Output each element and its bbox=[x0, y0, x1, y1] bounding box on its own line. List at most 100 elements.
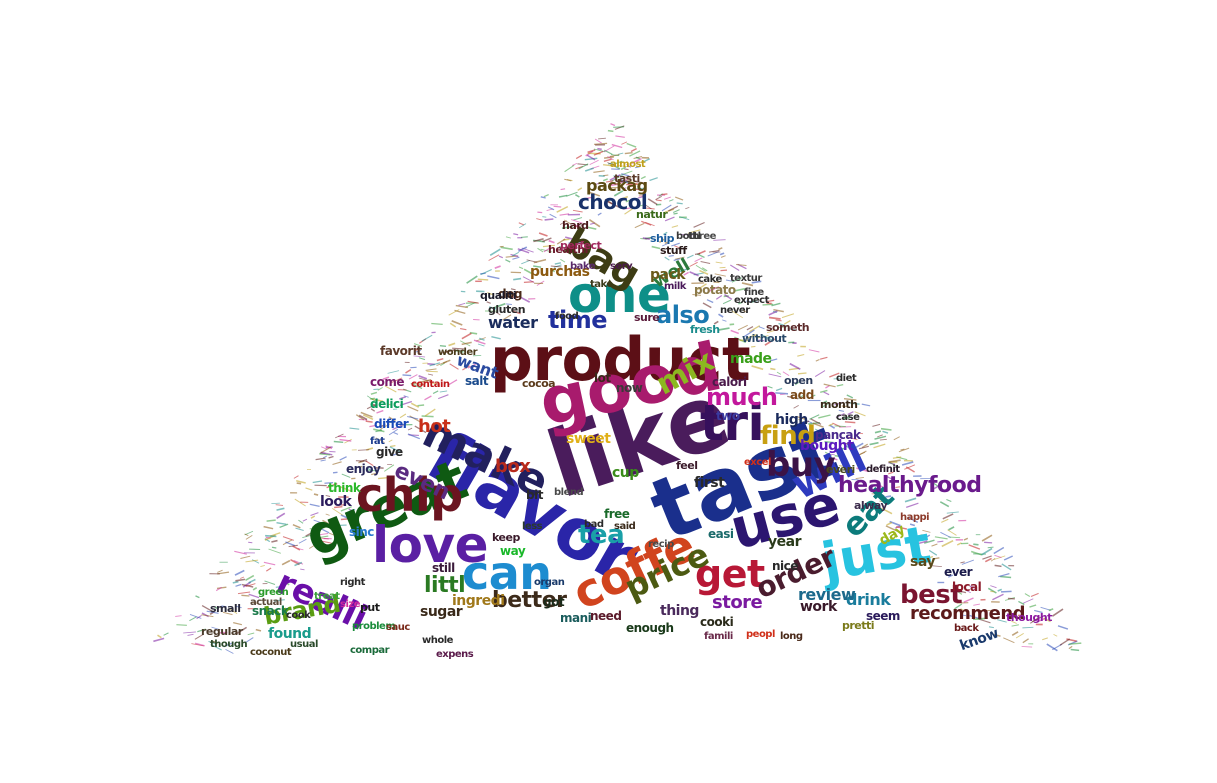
filler-word-mark bbox=[518, 223, 527, 229]
filler-word-mark bbox=[838, 465, 847, 468]
filler-word-mark bbox=[834, 447, 847, 451]
filler-word-mark bbox=[302, 534, 312, 539]
filler-word-mark bbox=[957, 590, 967, 594]
filler-word-mark bbox=[302, 518, 308, 522]
filler-word-mark bbox=[904, 497, 917, 503]
filler-word-mark bbox=[319, 446, 332, 455]
filler-word-mark bbox=[990, 585, 997, 589]
filler-word-mark bbox=[942, 513, 954, 520]
word-drink: drink bbox=[846, 590, 891, 609]
filler-word-mark bbox=[518, 222, 525, 226]
filler-word-mark bbox=[880, 427, 892, 431]
filler-word-mark bbox=[432, 390, 439, 395]
filler-word-mark bbox=[997, 619, 1007, 623]
filler-word-mark bbox=[644, 207, 655, 210]
word-though: though bbox=[210, 639, 248, 650]
filler-word-mark bbox=[247, 632, 255, 636]
filler-word-mark bbox=[896, 526, 908, 530]
filler-word-mark bbox=[746, 333, 758, 339]
filler-word-mark bbox=[832, 457, 838, 461]
word-problem: problem bbox=[352, 621, 396, 632]
filler-word-mark bbox=[715, 295, 723, 300]
filler-word-mark bbox=[357, 449, 370, 451]
word-cocoa: cocoa bbox=[522, 377, 556, 390]
filler-word-mark bbox=[417, 404, 425, 407]
filler-word-mark bbox=[692, 293, 702, 296]
filler-word-mark bbox=[884, 474, 896, 482]
filler-word-mark bbox=[512, 251, 520, 257]
filler-word-mark bbox=[403, 395, 409, 398]
filler-word-mark bbox=[495, 311, 501, 316]
filler-word-mark bbox=[674, 245, 682, 250]
filler-word-mark bbox=[421, 334, 433, 342]
filler-word-mark bbox=[973, 603, 980, 606]
filler-word-mark bbox=[276, 512, 286, 520]
filler-word-mark bbox=[663, 231, 668, 236]
filler-word-mark bbox=[521, 259, 531, 265]
filler-word-mark bbox=[624, 208, 634, 215]
filler-word-mark bbox=[885, 495, 892, 498]
filler-word-mark bbox=[909, 523, 916, 527]
filler-word-mark bbox=[1051, 608, 1064, 617]
filler-word-mark bbox=[1011, 624, 1019, 627]
word-now: now bbox=[616, 381, 643, 395]
filler-word-mark bbox=[550, 265, 562, 268]
word-found: found bbox=[268, 626, 312, 642]
word-actual: actual bbox=[250, 597, 282, 608]
filler-word-mark bbox=[426, 370, 438, 373]
word-water: water bbox=[488, 313, 538, 332]
filler-word-mark bbox=[319, 533, 329, 536]
filler-word-mark bbox=[505, 259, 511, 263]
word-sinc: sinc bbox=[349, 525, 374, 539]
filler-word-mark bbox=[542, 244, 555, 248]
filler-word-mark bbox=[731, 310, 744, 319]
filler-word-mark bbox=[271, 502, 280, 505]
filler-word-mark bbox=[1011, 620, 1017, 624]
filler-word-mark bbox=[793, 405, 799, 409]
filler-word-mark bbox=[578, 163, 589, 170]
word-high: high bbox=[775, 412, 808, 428]
filler-word-mark bbox=[762, 303, 774, 306]
filler-word-mark bbox=[309, 544, 316, 549]
filler-word-mark bbox=[413, 343, 423, 347]
word-feel: feel bbox=[676, 459, 698, 472]
filler-word-mark bbox=[424, 395, 432, 401]
filler-word-mark bbox=[988, 626, 994, 629]
filler-word-mark bbox=[263, 525, 274, 530]
word-textur: textur bbox=[730, 273, 762, 284]
filler-word-mark bbox=[931, 543, 938, 547]
filler-word-mark bbox=[294, 561, 303, 567]
filler-word-mark bbox=[488, 254, 500, 261]
filler-word-mark bbox=[939, 501, 950, 508]
word-chocol: chocol bbox=[578, 190, 648, 214]
filler-word-mark bbox=[787, 395, 799, 400]
filler-word-mark bbox=[947, 529, 957, 536]
filler-word-mark bbox=[834, 401, 844, 406]
word-organ: organ bbox=[534, 577, 565, 588]
filler-word-mark bbox=[571, 241, 582, 246]
filler-word-mark bbox=[847, 411, 854, 416]
filler-word-mark bbox=[369, 397, 375, 400]
filler-word-mark bbox=[325, 513, 330, 516]
filler-word-mark bbox=[990, 612, 997, 615]
filler-word-mark bbox=[425, 368, 437, 371]
filler-word-mark bbox=[993, 555, 1006, 560]
filler-word-mark bbox=[281, 559, 291, 566]
filler-word-mark bbox=[206, 610, 219, 614]
filler-word-mark bbox=[859, 450, 867, 456]
filler-word-mark bbox=[370, 391, 378, 395]
filler-word-mark bbox=[626, 142, 637, 148]
filler-word-mark bbox=[963, 537, 969, 541]
filler-word-mark bbox=[526, 259, 538, 263]
filler-word-mark bbox=[369, 424, 376, 428]
filler-word-mark bbox=[649, 177, 658, 182]
filler-word-mark bbox=[322, 455, 328, 459]
filler-word-mark bbox=[775, 387, 783, 392]
filler-word-mark bbox=[332, 461, 342, 466]
filler-word-mark bbox=[940, 531, 951, 538]
filler-word-mark bbox=[589, 191, 601, 197]
filler-word-mark bbox=[438, 394, 449, 400]
filler-word-mark bbox=[742, 309, 747, 313]
filler-word-mark bbox=[559, 213, 570, 216]
filler-word-mark bbox=[731, 277, 742, 283]
